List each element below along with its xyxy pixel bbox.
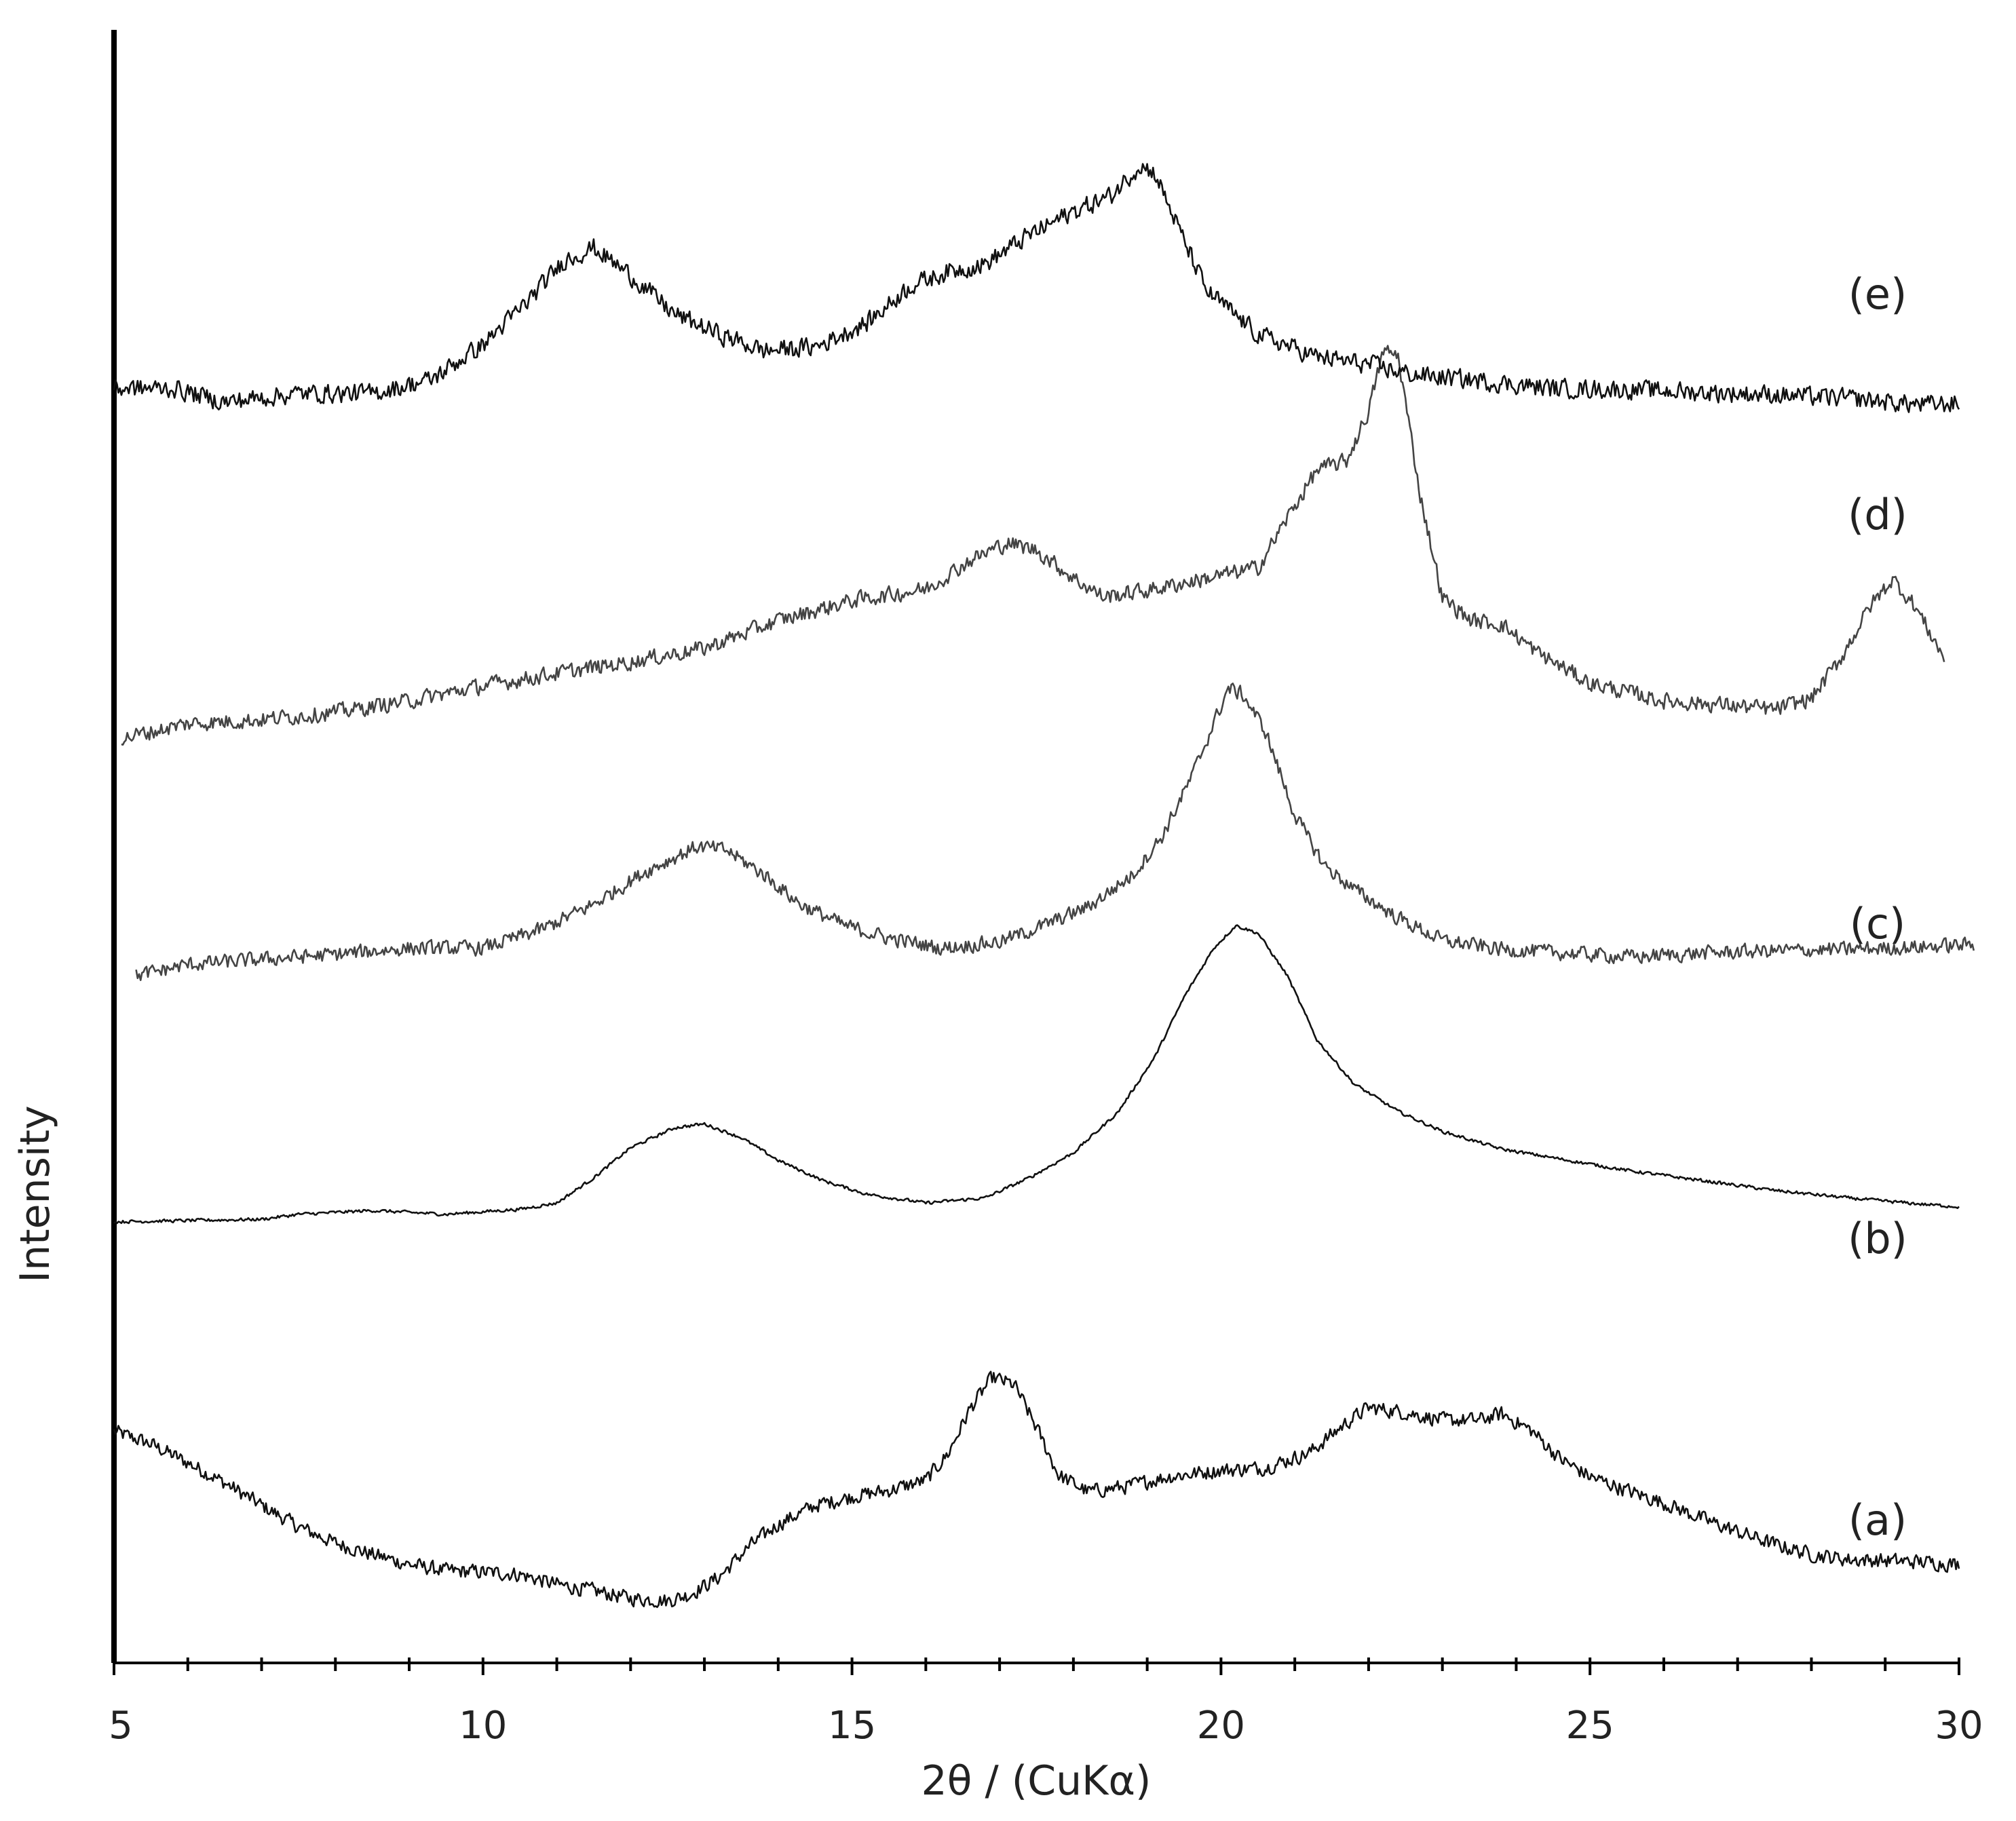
- x-tick-label: 20: [1197, 1704, 1245, 1748]
- x-axis-tick-labels: 5 10 15 20 25 30: [109, 1704, 1983, 1748]
- x-tick-label: 5: [109, 1704, 133, 1748]
- series-line-a: [113, 1370, 1960, 1609]
- series-line-e: [113, 163, 1960, 413]
- series-lines: [113, 163, 1975, 1609]
- series-labels: (a) (b) (c) (d) (e): [1848, 269, 1907, 1545]
- x-tick-label: 25: [1566, 1704, 1614, 1748]
- x-tick-label: 30: [1935, 1704, 1983, 1748]
- series-label-b: (b): [1848, 1214, 1907, 1263]
- x-tick-label: 15: [828, 1704, 876, 1748]
- series-label-d: (d): [1848, 490, 1907, 539]
- series-label-c: (c): [1850, 899, 1905, 948]
- series-line-b: [113, 924, 1960, 1225]
- x-tick-label: 10: [459, 1704, 507, 1748]
- series-label-e: (e): [1848, 269, 1907, 319]
- series-line-c: [135, 683, 1975, 981]
- series-label-a: (a): [1848, 1495, 1907, 1545]
- x-axis-title: 2θ / (CuKα): [921, 1757, 1152, 1805]
- y-axis-title: Intensity: [12, 1105, 59, 1282]
- x-axis-ticks: [113, 1657, 1960, 1675]
- series-line-d: [121, 345, 1945, 746]
